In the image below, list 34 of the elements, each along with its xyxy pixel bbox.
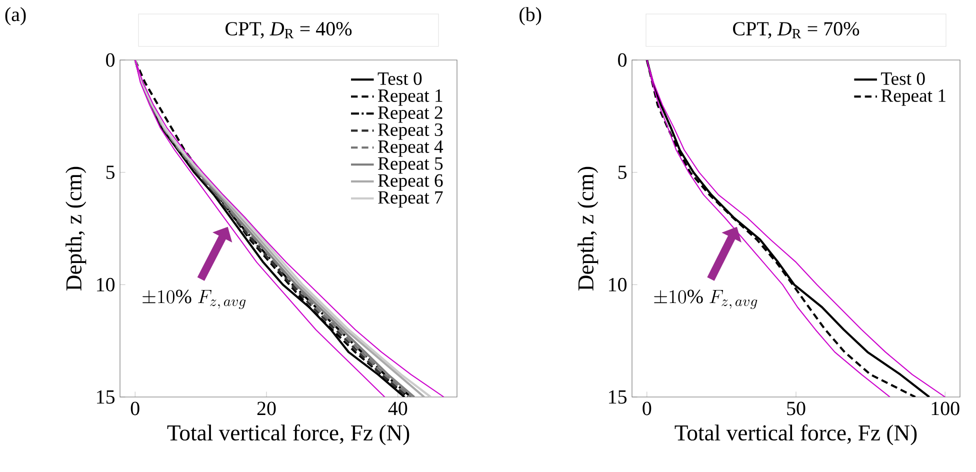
y-axis-title: Depth, z (cm): [578, 166, 598, 290]
legend-label: Repeat 2: [378, 106, 442, 123]
x-tick-label: 20: [257, 402, 276, 416]
legend-label: Repeat 5: [378, 157, 443, 174]
text: (b): [520, 7, 542, 26]
y-tick-label: 5: [618, 166, 627, 179]
legend-label: Test 0: [378, 72, 422, 85]
y-tick-label: 0: [106, 53, 115, 67]
y-tick-label: 15: [609, 390, 627, 404]
legend-label: Repeat 6: [378, 174, 443, 191]
x-axis-title: Total vertical force, Fz (N): [674, 424, 917, 446]
text: (a): [5, 7, 26, 26]
legend-label: Repeat 1: [881, 89, 946, 106]
x-tick-label: 40: [388, 402, 408, 416]
legend-label: Repeat 7: [378, 191, 443, 208]
annotation: $\pm 10\% \; F_{z,\, avg}$: [142, 290, 246, 309]
legend-label: Repeat 1: [378, 89, 442, 106]
chart-title: CPT, D$_{R}$ = 70%: [733, 22, 860, 38]
y-tick-label: 0: [618, 53, 627, 67]
x-tick-label: 0: [130, 402, 140, 416]
y-tick-label: 15: [97, 390, 115, 404]
legend-label: Repeat 3: [378, 123, 443, 140]
chart-title: CPT, D$_{R}$ = 40%: [226, 22, 352, 38]
annotation: $\pm 10\% \; F_{z,\, avg}$: [654, 290, 758, 309]
x-tick-label: 100: [932, 402, 960, 416]
y-tick-label: 5: [106, 166, 115, 179]
x-tick-label: 50: [787, 402, 806, 416]
x-tick-label: 0: [642, 402, 652, 416]
y-axis-title: Depth, z (cm): [66, 166, 86, 290]
y-tick-label: 10: [97, 278, 115, 292]
legend-label: Test 0: [881, 72, 925, 85]
y-tick-label: 10: [609, 278, 627, 292]
x-axis-title: Total vertical force, Fz (N): [167, 424, 410, 446]
legend-label: Repeat 4: [378, 140, 444, 157]
